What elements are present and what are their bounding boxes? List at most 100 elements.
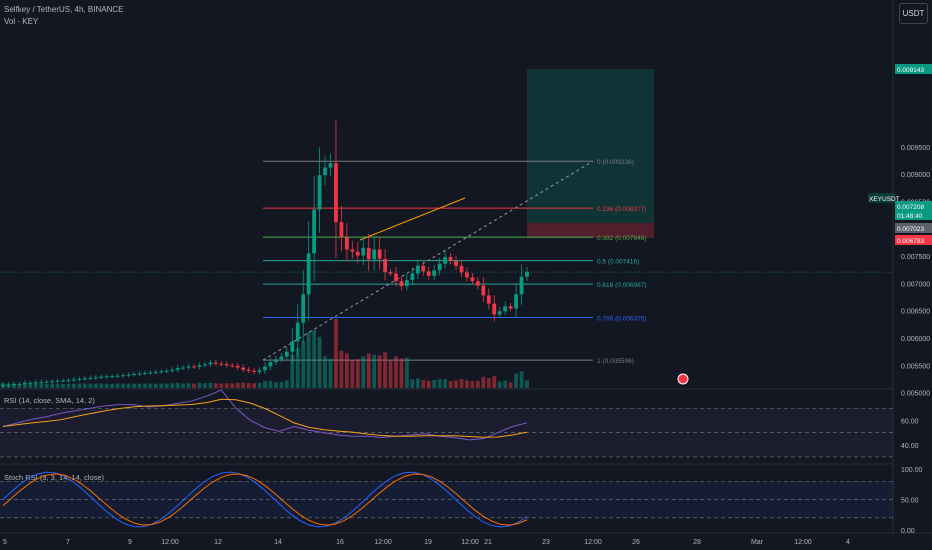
time-axis-label: 12:00: [794, 539, 812, 546]
volume-bar: [186, 383, 191, 388]
volume-bar: [246, 383, 251, 388]
volume-bar: [197, 382, 202, 388]
currency-button[interactable]: USDT: [899, 3, 928, 24]
candle-body: [279, 356, 284, 360]
volume-bar: [344, 353, 349, 388]
volume-bar: [405, 357, 409, 388]
volume-bar: [66, 383, 71, 388]
candle-body: [175, 368, 180, 370]
price-tick: 0.005000: [901, 391, 930, 398]
price-tick: 0.006000: [901, 336, 930, 343]
candle-body: [213, 362, 218, 364]
volume-bar: [377, 355, 382, 388]
candle-body: [208, 362, 213, 365]
candle-body: [399, 281, 404, 287]
time-axis-label: 12:00: [374, 539, 392, 546]
time-axis-label: 7: [66, 539, 70, 546]
candle-body: [350, 249, 355, 252]
time-axis-label: 12:00: [161, 539, 179, 546]
time-axis-label: 14: [274, 539, 282, 546]
volume-bar: [164, 383, 169, 388]
volume-bar: [175, 382, 180, 388]
candle-body: [274, 359, 278, 363]
candle-body: [159, 371, 164, 373]
volume-bar: [497, 381, 502, 388]
candle-body: [405, 280, 409, 287]
fib-level-label: 0.382 (0.007846): [597, 235, 647, 242]
fib-level-label: 0 (0.009236): [597, 159, 634, 166]
candle-body: [143, 373, 147, 375]
volume-bar: [492, 376, 497, 388]
rsi-tick: 60.00: [901, 418, 919, 425]
candle-body: [230, 365, 235, 367]
candle-body: [197, 365, 202, 367]
volume-bar: [312, 330, 317, 388]
time-axis-label: 23: [542, 539, 550, 546]
candle-body: [241, 367, 246, 370]
volume-bar: [99, 383, 104, 388]
price-tag-label: 01:48:40: [897, 213, 923, 220]
price-tag: [895, 64, 932, 74]
candle-body: [121, 375, 125, 377]
candle-body: [312, 209, 317, 254]
candle-body: [55, 380, 60, 382]
volume-bar: [306, 332, 311, 388]
stoch-d-line: [2, 473, 528, 526]
volume-bar: [181, 383, 186, 388]
volume-bar: [339, 350, 344, 388]
volume-bar: [55, 383, 60, 388]
candle-body: [525, 271, 529, 277]
volume-label: Vol · KEY: [4, 17, 39, 26]
candle-body: [235, 365, 240, 368]
volume-bar: [219, 383, 224, 388]
volume-bar: [153, 383, 158, 388]
volume-bar: [470, 381, 475, 388]
volume-bar: [410, 379, 415, 388]
candle-body: [344, 237, 349, 250]
volume-bar: [39, 383, 44, 388]
stoch-k-line: [2, 471, 528, 528]
candle-body: [110, 376, 115, 378]
candle-body: [284, 351, 289, 357]
volume-bar: [143, 383, 147, 388]
fib-level-label: 0.786 (0.006375): [597, 316, 647, 323]
candle-body: [475, 281, 480, 286]
price-tag-label: 0.006783: [897, 238, 924, 245]
time-axis-label: 19: [424, 539, 432, 546]
candle-body: [481, 285, 486, 296]
volume-bar: [252, 383, 256, 388]
candle-body: [246, 369, 251, 371]
event-flag-icon: [677, 373, 689, 385]
volume-bar: [317, 336, 322, 388]
time-axis-label: 5: [3, 539, 7, 546]
volume-bar: [399, 358, 404, 388]
volume-bar: [203, 383, 207, 388]
volume-bar: [475, 380, 480, 388]
volume-bar: [137, 383, 142, 388]
time-axis-label: Mar: [751, 539, 764, 546]
candle-body: [317, 175, 322, 210]
price-tag: [868, 193, 895, 203]
candle-body: [443, 257, 448, 264]
price-tick: 0.006500: [901, 309, 930, 316]
candle-body: [454, 260, 458, 266]
candle-body: [33, 382, 38, 384]
volume-bar: [443, 379, 448, 388]
fib-level-label: 1 (0.005596): [597, 358, 634, 365]
candle-body: [153, 371, 158, 373]
rsi-label: RSI (14, close, SMA, 14, 2): [4, 396, 95, 405]
candle-body: [486, 295, 491, 304]
time-axis-label: 28: [693, 539, 701, 546]
time-axis-label: 12:00: [461, 539, 479, 546]
candle-body: [295, 322, 300, 342]
volume-bar: [208, 382, 213, 388]
volume-bar: [481, 376, 486, 388]
price-tick: 0.007500: [901, 254, 930, 261]
price-tick: 0.005500: [901, 363, 930, 370]
volume-bar: [426, 380, 431, 388]
candle-body: [39, 381, 44, 383]
price-tick: 0.007000: [901, 281, 930, 288]
volume-bar: [82, 383, 87, 388]
volume-bar: [334, 318, 338, 388]
